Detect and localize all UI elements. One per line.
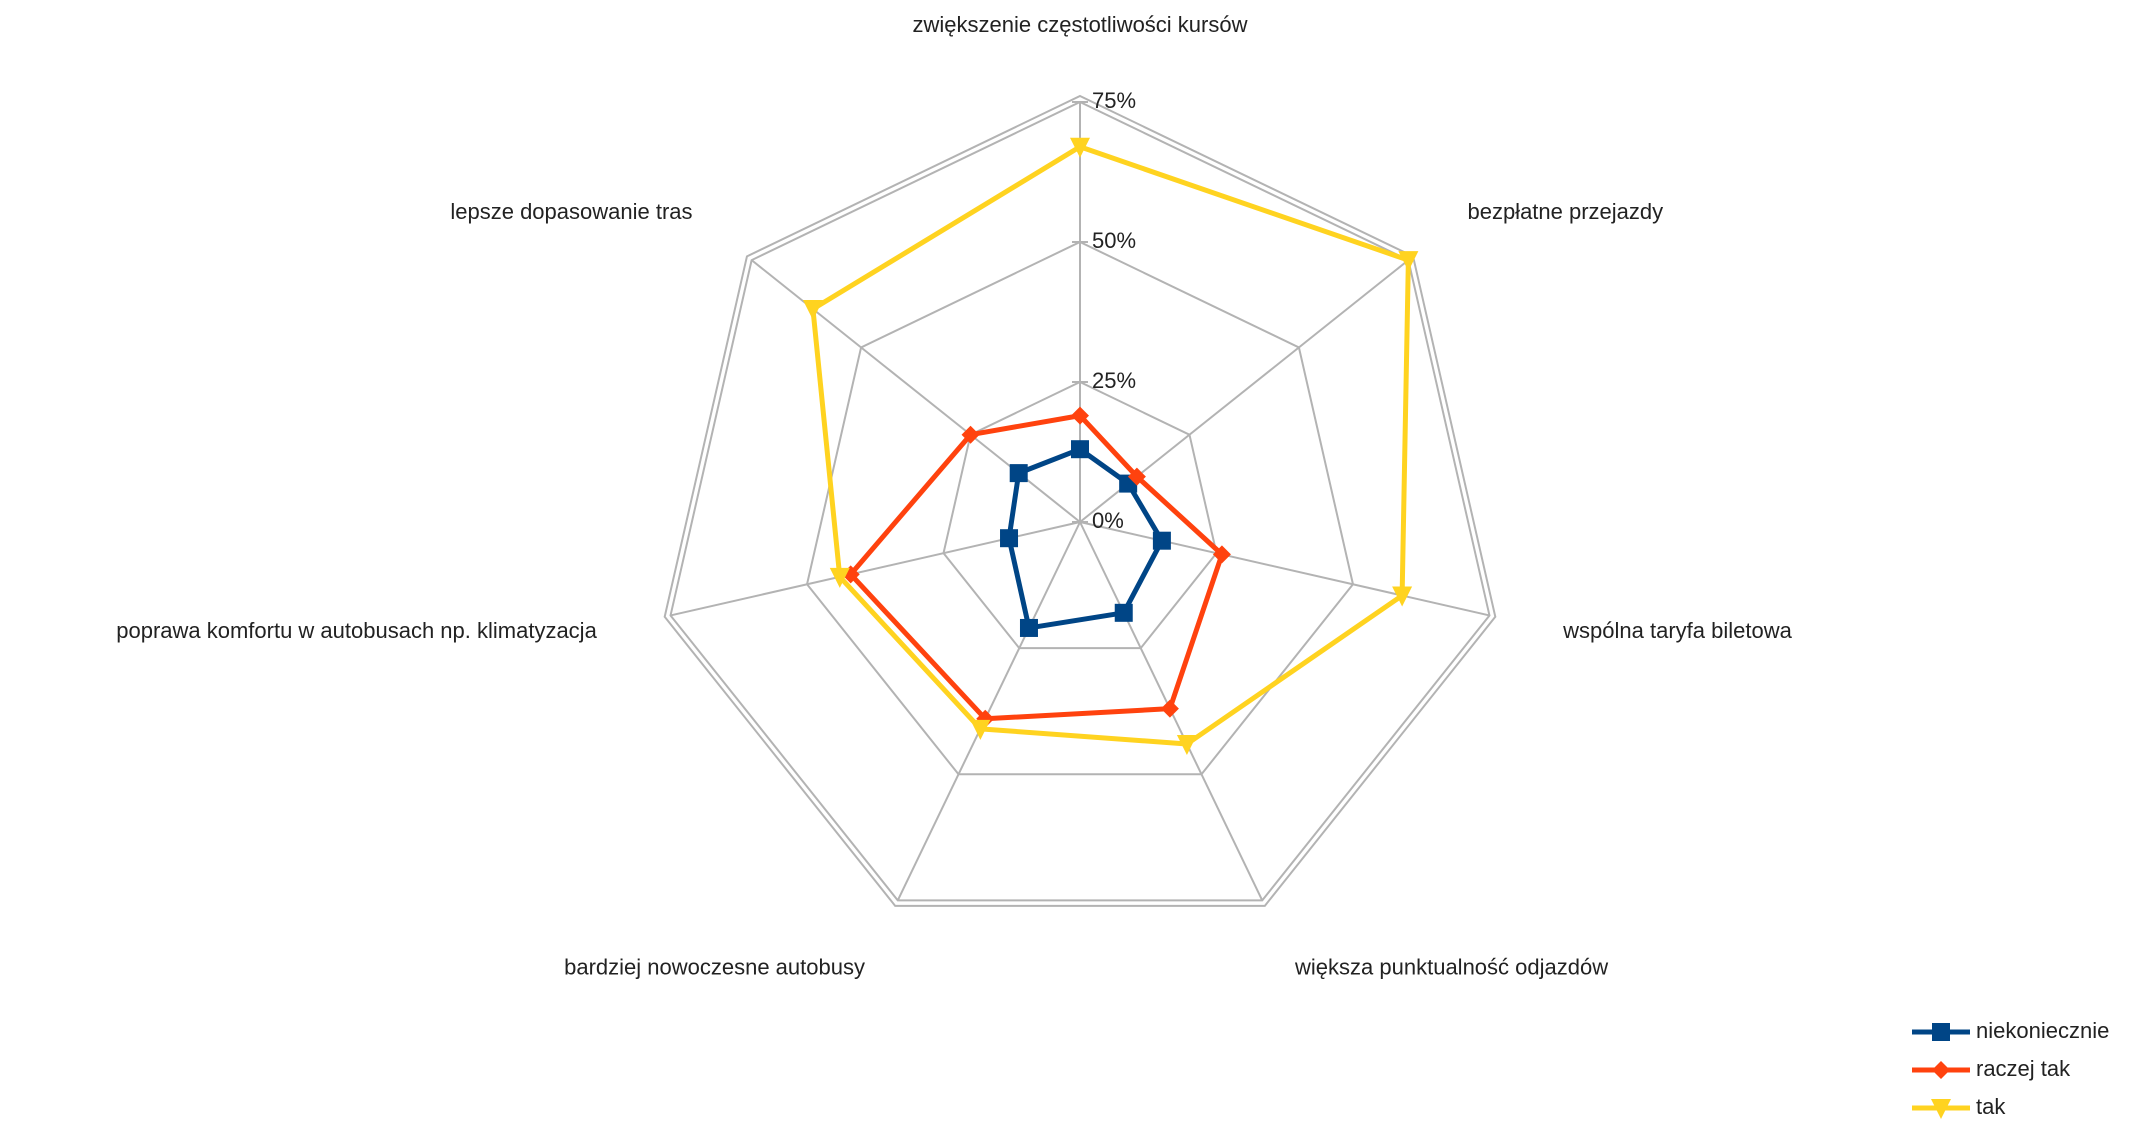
marker [1114, 603, 1133, 622]
marker [1127, 467, 1146, 486]
marker [970, 719, 991, 740]
y-tick-label: 75% [1092, 88, 1136, 113]
category-label: większa punktualność odjazdów [1294, 954, 1608, 979]
category-label: bezpłatne przejazdy [1467, 199, 1663, 224]
marker [1160, 699, 1179, 718]
marker [1392, 586, 1413, 607]
y-tick-label: 0% [1092, 508, 1124, 533]
category-label: zwiększenie częstotliwości kursów [913, 12, 1248, 37]
category-label: bardziej nowoczesne autobusy [564, 954, 865, 979]
category-label: poprawa komfortu w autobusach np. klimat… [116, 618, 597, 643]
series-line [810, 144, 1411, 747]
legend-label: tak [1976, 1094, 2006, 1119]
outer-frame [663, 94, 1497, 907]
category-label: wspólna taryfa biletowa [1562, 618, 1792, 643]
legend-label: raczej tak [1976, 1056, 2071, 1081]
marker [1019, 618, 1038, 637]
marker [1176, 734, 1197, 755]
marker [1212, 545, 1231, 564]
marker [1009, 464, 1028, 483]
series-line [848, 413, 1225, 722]
legend-label: niekoniecznie [1976, 1018, 2109, 1043]
y-tick-label: 25% [1092, 368, 1136, 393]
marker [802, 300, 823, 321]
marker [961, 425, 980, 444]
marker [1071, 406, 1089, 425]
marker [1932, 1023, 1950, 1041]
category-label: lepsze dopasowanie tras [450, 199, 692, 224]
y-tick-label: 50% [1092, 228, 1136, 253]
grid-polygon [942, 380, 1218, 650]
marker [1931, 1099, 1951, 1119]
grid-polygon [805, 240, 1355, 776]
marker [1071, 440, 1089, 459]
series-line [1006, 446, 1165, 631]
spoke [751, 259, 1081, 523]
marker [1932, 1061, 1950, 1079]
marker [1000, 529, 1019, 548]
grid-polygon [669, 100, 1491, 902]
spoke [896, 521, 1081, 901]
spoke [1079, 521, 1490, 617]
marker [829, 567, 850, 588]
marker [1070, 137, 1090, 158]
marker [1398, 251, 1419, 272]
marker [1152, 531, 1171, 550]
